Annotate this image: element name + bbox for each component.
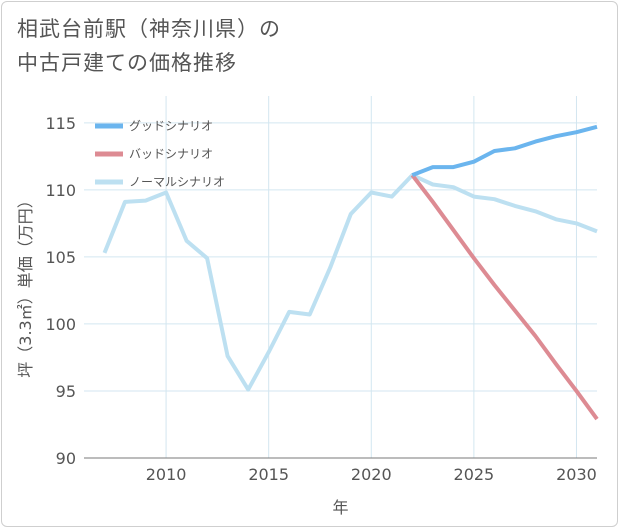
legend-label-0: グッドシナリオ [129,119,213,133]
y-tick-label-3: 105 [45,248,76,267]
series-line-2 [102,173,598,392]
x-tick-label-4: 2030 [556,465,597,484]
grid-lines [84,96,597,459]
x-tick-label-2: 2020 [351,465,392,484]
y-axis-ticks: 90 95 100 105 110 115 [45,114,76,468]
series-line-1 [410,173,599,421]
y-axis-title: 坪（3.3㎡）単価（万円） [16,192,35,377]
y-tick-label-2: 100 [45,315,76,334]
y-tick-label-5: 115 [45,114,76,133]
x-axis-ticks: 2010 2015 2020 2025 2030 [146,465,597,484]
x-tick-label-1: 2015 [248,465,289,484]
chart-title-line1: 相武台前駅（神奈川県）の [17,17,281,41]
y-tick-label-4: 110 [45,181,76,200]
legend-label-2: ノーマルシナリオ [129,175,225,189]
x-axis-title: 年 [332,498,348,517]
series-layer [102,124,599,421]
legend-label-1: バッドシナリオ [129,147,213,161]
series-line-0 [411,124,598,177]
chart-title-line2: 中古戸建ての価格推移 [17,51,237,75]
chart-title: 相武台前駅（神奈川県）の 中古戸建ての価格推移 [17,12,517,80]
y-tick-label-1: 95 [56,382,76,401]
y-tick-label-0: 90 [56,449,76,468]
x-tick-label-3: 2025 [454,465,495,484]
x-tick-label-0: 2010 [146,465,187,484]
